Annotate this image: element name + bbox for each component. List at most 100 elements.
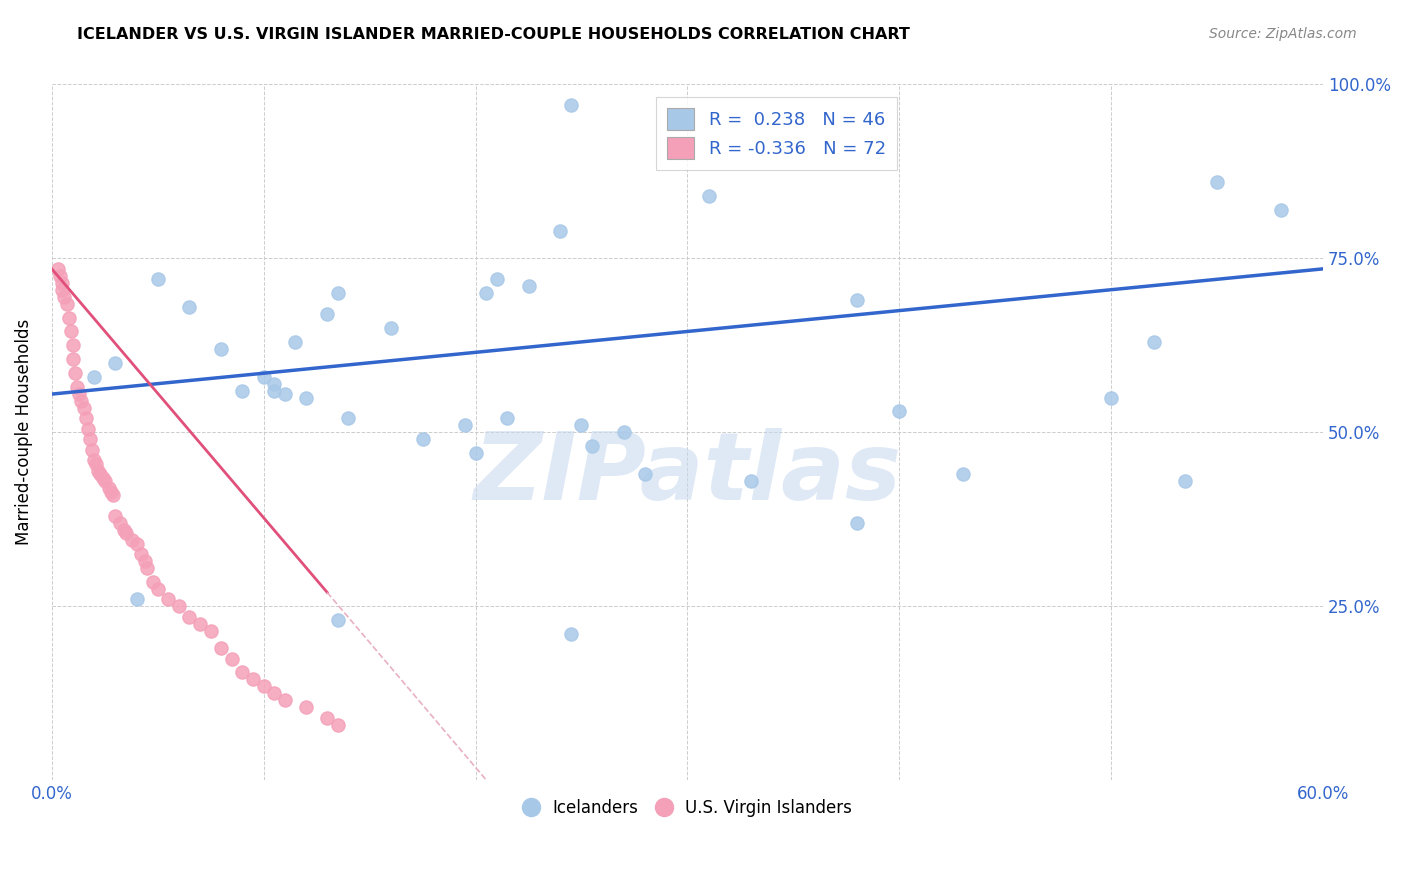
- Point: [167, 599, 190, 614]
- Point: [79, 433, 101, 447]
- Point: [571, 418, 593, 433]
- Point: [263, 686, 285, 700]
- Point: [134, 554, 156, 568]
- Point: [66, 380, 89, 394]
- Point: [62, 338, 84, 352]
- Point: [179, 609, 201, 624]
- Point: [142, 574, 165, 589]
- Point: [316, 711, 339, 725]
- Point: [83, 369, 105, 384]
- Point: [1174, 474, 1197, 488]
- Point: [51, 276, 73, 290]
- Point: [560, 98, 582, 112]
- Point: [55, 296, 77, 310]
- Point: [263, 384, 285, 398]
- Point: [412, 433, 434, 447]
- Point: [75, 411, 97, 425]
- Point: [209, 342, 232, 356]
- Point: [100, 484, 122, 499]
- Point: [846, 516, 869, 530]
- Point: [889, 404, 911, 418]
- Point: [125, 592, 148, 607]
- Point: [53, 290, 76, 304]
- Point: [464, 446, 486, 460]
- Point: [1206, 175, 1229, 189]
- Point: [253, 369, 276, 384]
- Point: [242, 673, 264, 687]
- Point: [1270, 202, 1292, 217]
- Point: [274, 387, 297, 401]
- Point: [560, 627, 582, 641]
- Point: [1142, 334, 1164, 349]
- Point: [209, 641, 232, 656]
- Point: [84, 457, 107, 471]
- Point: [263, 376, 285, 391]
- Point: [634, 467, 657, 482]
- Point: [63, 366, 86, 380]
- Point: [295, 391, 318, 405]
- Point: [380, 321, 402, 335]
- Text: ICELANDER VS U.S. VIRGIN ISLANDER MARRIED-COUPLE HOUSEHOLDS CORRELATION CHART: ICELANDER VS U.S. VIRGIN ISLANDER MARRIE…: [77, 27, 910, 42]
- Point: [59, 325, 82, 339]
- Point: [67, 387, 90, 401]
- Point: [72, 401, 94, 415]
- Point: [221, 651, 243, 665]
- Point: [93, 474, 115, 488]
- Point: [517, 279, 540, 293]
- Text: Source: ZipAtlas.com: Source: ZipAtlas.com: [1209, 27, 1357, 41]
- Point: [200, 624, 222, 638]
- Point: [104, 508, 127, 523]
- Point: [87, 464, 110, 478]
- Point: [146, 582, 169, 596]
- Point: [70, 394, 93, 409]
- Point: [136, 561, 159, 575]
- Point: [231, 665, 253, 680]
- Point: [740, 474, 762, 488]
- Point: [103, 488, 125, 502]
- Y-axis label: Married-couple Households: Married-couple Households: [15, 319, 32, 546]
- Point: [80, 442, 103, 457]
- Point: [129, 547, 152, 561]
- Point: [89, 467, 111, 482]
- Point: [496, 411, 519, 425]
- Point: [326, 613, 349, 627]
- Text: ZIPatlas: ZIPatlas: [474, 428, 901, 520]
- Point: [274, 693, 297, 707]
- Point: [613, 425, 636, 440]
- Point: [125, 537, 148, 551]
- Point: [121, 533, 143, 548]
- Point: [62, 352, 84, 367]
- Point: [295, 700, 318, 714]
- Point: [1099, 391, 1122, 405]
- Point: [46, 261, 69, 276]
- Point: [157, 592, 180, 607]
- Point: [51, 283, 73, 297]
- Point: [550, 223, 572, 237]
- Point: [326, 286, 349, 301]
- Point: [475, 286, 498, 301]
- Point: [454, 418, 477, 433]
- Point: [108, 516, 131, 530]
- Point: [846, 293, 869, 307]
- Point: [97, 481, 120, 495]
- Point: [49, 268, 72, 283]
- Point: [188, 616, 211, 631]
- Point: [697, 188, 720, 202]
- Point: [337, 411, 360, 425]
- Point: [485, 272, 508, 286]
- Point: [231, 384, 253, 398]
- Point: [58, 310, 80, 325]
- Point: [83, 453, 105, 467]
- Point: [104, 356, 127, 370]
- Point: [112, 523, 135, 537]
- Point: [581, 439, 603, 453]
- Point: [284, 334, 307, 349]
- Legend: Icelanders, U.S. Virgin Islanders: Icelanders, U.S. Virgin Islanders: [516, 793, 859, 824]
- Point: [253, 679, 276, 693]
- Point: [179, 300, 201, 314]
- Point: [76, 422, 98, 436]
- Point: [146, 272, 169, 286]
- Point: [326, 717, 349, 731]
- Point: [316, 307, 339, 321]
- Point: [952, 467, 974, 482]
